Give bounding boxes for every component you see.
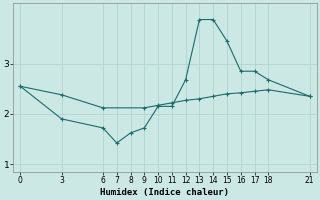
X-axis label: Humidex (Indice chaleur): Humidex (Indice chaleur)	[100, 188, 229, 197]
